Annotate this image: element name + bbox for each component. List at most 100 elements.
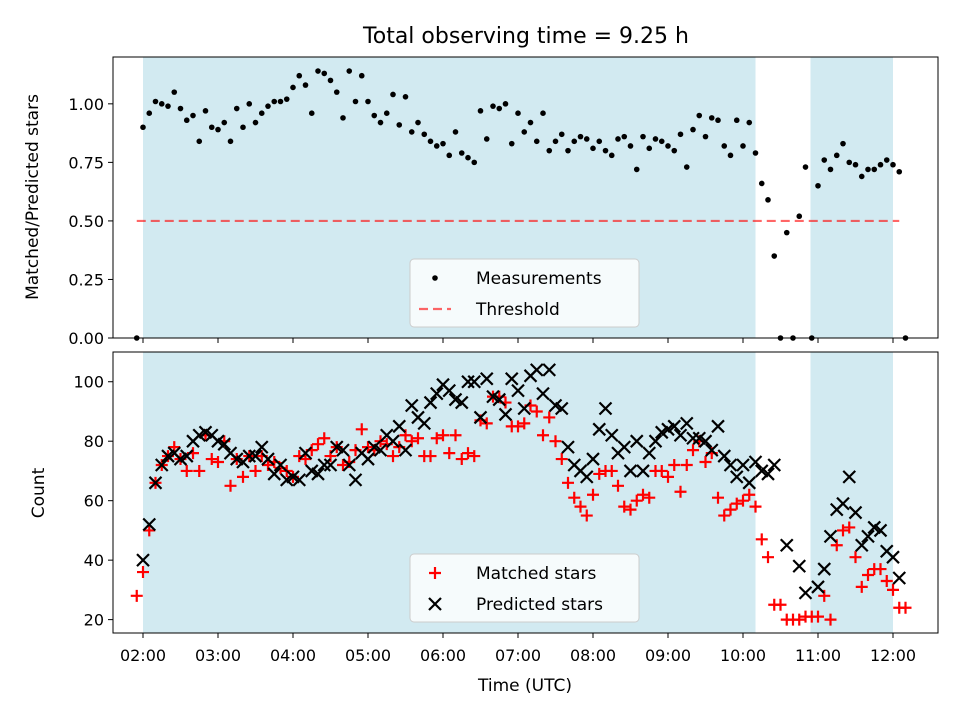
- predicted-star-point: [629, 434, 644, 448]
- bottom-x-ticks: 02:00 03:00 04:00 05:00 06:00 07:00 08:00 09:00…: [120, 633, 916, 665]
- measurement-point: [408, 129, 415, 135]
- predicted-stars-points: [136, 363, 907, 600]
- measurement-point: [190, 112, 196, 119]
- x-tick-label: 02:00: [120, 646, 166, 665]
- matched-star-point: [568, 491, 581, 504]
- measurement-point: [646, 145, 653, 152]
- matched-star-point: [224, 479, 237, 492]
- predicted-star-point: [698, 434, 713, 448]
- measurement-point: [771, 253, 778, 259]
- predicted-star-point: [817, 562, 832, 576]
- y-tick-label: 0.75: [68, 153, 104, 172]
- measurement-point: [865, 166, 871, 173]
- x-tick-label: 04:00: [270, 646, 316, 665]
- x-tick-label: 06:00: [420, 646, 466, 665]
- measurement-point: [758, 180, 765, 187]
- predicted-star-point: [361, 452, 375, 466]
- measurement-point: [546, 147, 553, 154]
- measurement-point: [177, 105, 184, 112]
- matched-star-point: [624, 503, 637, 516]
- predicted-star-point: [336, 443, 350, 457]
- matched-star-point: [755, 533, 768, 546]
- predicted-star-point: [342, 458, 357, 472]
- measurement-point: [746, 119, 753, 126]
- measurement-point: [821, 157, 828, 163]
- figure-title: Total observing time = 9.25 h: [362, 24, 689, 49]
- measurement-point: [890, 161, 896, 168]
- matched-star-point: [662, 470, 674, 483]
- predicted-star-point: [511, 383, 525, 398]
- measurement-point: [633, 166, 640, 173]
- matched-star-point: [537, 429, 549, 442]
- measurement-point: [365, 98, 371, 105]
- predicted-star-point: [317, 458, 332, 472]
- measurement-point: [246, 101, 253, 107]
- measurement-point: [690, 126, 696, 133]
- predicted-star-point: [179, 449, 194, 463]
- predicted-star-point: [723, 458, 738, 472]
- measurement-point: [327, 77, 334, 84]
- measurement-point: [496, 105, 503, 112]
- x-tick-label: 10:00: [720, 646, 766, 665]
- y-tick-label: 100: [73, 373, 104, 392]
- measurement-point: [390, 91, 396, 98]
- predicted-star-point: [798, 586, 813, 600]
- measurement-point: [277, 98, 284, 105]
- measurement-point: [852, 161, 859, 168]
- measurement-point: [427, 138, 434, 145]
- observing-interval: [810, 57, 893, 338]
- predicted-star-point: [861, 529, 875, 544]
- matched-star-point: [643, 491, 656, 504]
- measurement-point: [221, 119, 228, 126]
- predicted-star-point: [417, 416, 432, 431]
- matched-star-point: [837, 524, 849, 537]
- legend-box: [409, 553, 640, 623]
- predicted-star-point: [842, 470, 857, 484]
- matched-star-point: [249, 464, 262, 477]
- predicted-star-point: [242, 449, 257, 463]
- measurement-point: [471, 159, 478, 166]
- matched-star-point: [143, 524, 156, 537]
- measurement-point: [171, 89, 178, 95]
- predicted-star-point: [136, 553, 150, 567]
- x-tick-label: 07:00: [495, 646, 541, 665]
- measurement-point: [652, 136, 659, 142]
- measurement-point: [840, 140, 846, 147]
- matched-star-point: [605, 464, 618, 477]
- matched-star-point: [899, 601, 912, 614]
- measurement-point: [402, 94, 409, 100]
- matched-star-point: [680, 458, 693, 471]
- predicted-star-point: [617, 440, 632, 454]
- predicted-star-point: [217, 437, 232, 451]
- measurement-point: [590, 145, 596, 152]
- measurement-point: [708, 115, 715, 121]
- predicted-star-point: [579, 470, 594, 484]
- matched-star-point: [774, 598, 787, 611]
- x-tick-label: 03:00: [195, 646, 241, 665]
- measurement-point: [340, 115, 346, 121]
- predicted-star-point: [592, 422, 607, 437]
- measurement-point: [265, 103, 271, 109]
- predicted-star-point: [561, 440, 575, 454]
- matched-star-point: [843, 521, 856, 534]
- matched-star-point: [443, 447, 456, 460]
- matched-star-point: [518, 417, 531, 430]
- matched-star-point: [593, 467, 606, 480]
- top-legend: Measurements Threshold: [409, 258, 640, 328]
- predicted-star-point: [292, 473, 307, 487]
- predicted-star-point: [467, 374, 482, 389]
- predicted-star-point: [248, 449, 263, 463]
- measurement-point: [358, 72, 365, 79]
- predicted-star-point: [711, 419, 725, 434]
- measurement-point: [677, 131, 684, 138]
- predicted-star-point: [323, 458, 338, 472]
- measurement-points: [133, 68, 909, 341]
- predicted-star-point: [536, 386, 550, 401]
- matched-star-point: [612, 479, 624, 492]
- predicted-star-point: [142, 517, 157, 532]
- predicted-star-point: [479, 371, 494, 386]
- measurement-point: [727, 152, 734, 159]
- measurement-point: [827, 166, 834, 173]
- predicted-star-point: [404, 398, 419, 413]
- measurement-point: [352, 98, 359, 105]
